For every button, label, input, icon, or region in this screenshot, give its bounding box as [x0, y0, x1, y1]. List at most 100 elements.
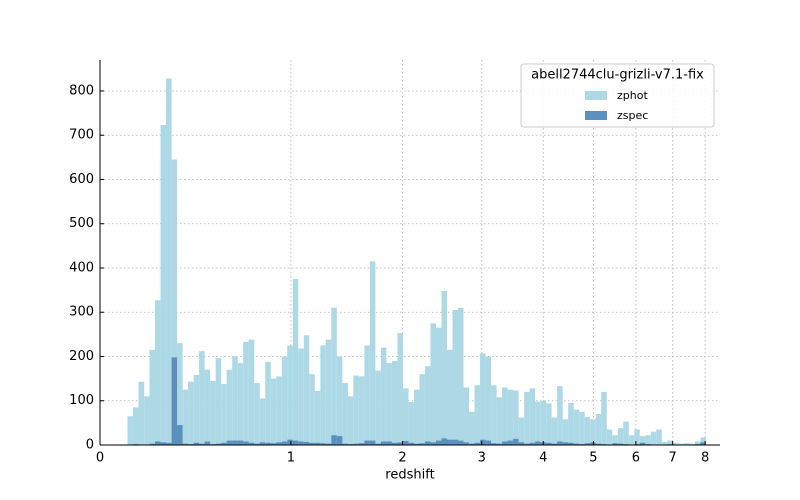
bar	[480, 439, 486, 445]
bar	[232, 356, 238, 445]
legend: abell2744clu-grizli-v7.1-fix zphot zspec	[520, 63, 715, 128]
bar	[678, 443, 684, 445]
bar	[413, 389, 420, 445]
bar	[430, 442, 436, 445]
bar	[276, 442, 282, 445]
y-tick-label: 600	[69, 172, 94, 187]
bars	[127, 78, 706, 445]
bar	[237, 440, 244, 445]
bar	[694, 441, 701, 445]
bar	[573, 409, 580, 445]
bar	[182, 443, 189, 445]
bar	[457, 440, 464, 445]
bar	[303, 441, 310, 445]
bar	[424, 441, 431, 445]
bar	[524, 443, 530, 445]
bar	[369, 440, 376, 445]
bar	[612, 435, 618, 445]
bar	[595, 414, 602, 445]
bar	[584, 417, 591, 445]
bar	[154, 441, 161, 445]
bar	[353, 375, 359, 445]
bar	[557, 441, 563, 445]
bar	[452, 439, 458, 445]
bar	[287, 345, 293, 445]
bar	[166, 78, 172, 445]
bar	[402, 388, 409, 445]
bar	[689, 443, 695, 445]
bar	[199, 443, 205, 445]
y-tick-label: 200	[69, 349, 94, 364]
bar	[243, 441, 249, 445]
bar	[342, 383, 348, 445]
bar	[430, 323, 436, 445]
bar	[160, 442, 167, 445]
bar	[221, 442, 227, 445]
bar	[248, 442, 255, 445]
bar	[485, 356, 492, 445]
bar	[463, 442, 470, 445]
bar	[171, 159, 178, 445]
bar	[144, 396, 150, 445]
bar	[535, 441, 541, 445]
bar	[507, 440, 514, 445]
bar	[270, 443, 277, 445]
bar	[182, 389, 189, 445]
bar	[562, 442, 569, 445]
bar	[226, 440, 233, 445]
bar	[309, 442, 315, 445]
bar	[397, 333, 403, 445]
bar	[568, 402, 574, 445]
legend-title: abell2744clu-grizli-v7.1-fix	[531, 68, 704, 83]
bar	[650, 431, 657, 445]
bar	[502, 387, 508, 445]
bar	[529, 388, 536, 445]
bar	[347, 396, 354, 445]
bar	[210, 380, 216, 445]
bar	[590, 419, 596, 445]
bar	[369, 261, 376, 445]
bar	[375, 443, 381, 445]
bar	[188, 381, 194, 445]
bar	[320, 345, 326, 445]
legend-swatch	[585, 91, 607, 100]
bar	[551, 417, 558, 445]
bar	[496, 443, 503, 445]
x-tick-label: 2	[398, 451, 406, 466]
bar	[132, 407, 139, 445]
bar	[667, 440, 673, 445]
legend-label: zphot	[617, 89, 648, 102]
bar	[226, 369, 233, 445]
y-tick-label: 400	[69, 260, 94, 275]
bar	[336, 356, 343, 445]
bar	[518, 442, 525, 445]
x-tick-label: 8	[701, 451, 709, 466]
bar	[259, 442, 266, 445]
bar	[292, 279, 299, 445]
bar	[177, 425, 183, 445]
bar	[480, 353, 486, 445]
bar	[557, 386, 563, 445]
bar	[353, 443, 359, 445]
bar	[154, 300, 161, 445]
bar	[215, 443, 222, 445]
bar	[435, 440, 442, 445]
bar	[435, 327, 442, 445]
bar	[562, 419, 569, 445]
bar	[276, 376, 282, 445]
bar	[149, 443, 155, 445]
bar	[639, 436, 646, 445]
x-tick-label: 6	[632, 451, 640, 466]
bar	[314, 391, 321, 445]
bar	[386, 363, 392, 445]
bar	[700, 437, 706, 445]
bar	[325, 339, 332, 445]
bar	[419, 443, 425, 445]
bar	[656, 429, 662, 445]
bar	[380, 441, 387, 445]
bar	[342, 443, 348, 445]
bar	[474, 442, 481, 445]
bar	[358, 443, 365, 445]
bar	[419, 374, 425, 445]
